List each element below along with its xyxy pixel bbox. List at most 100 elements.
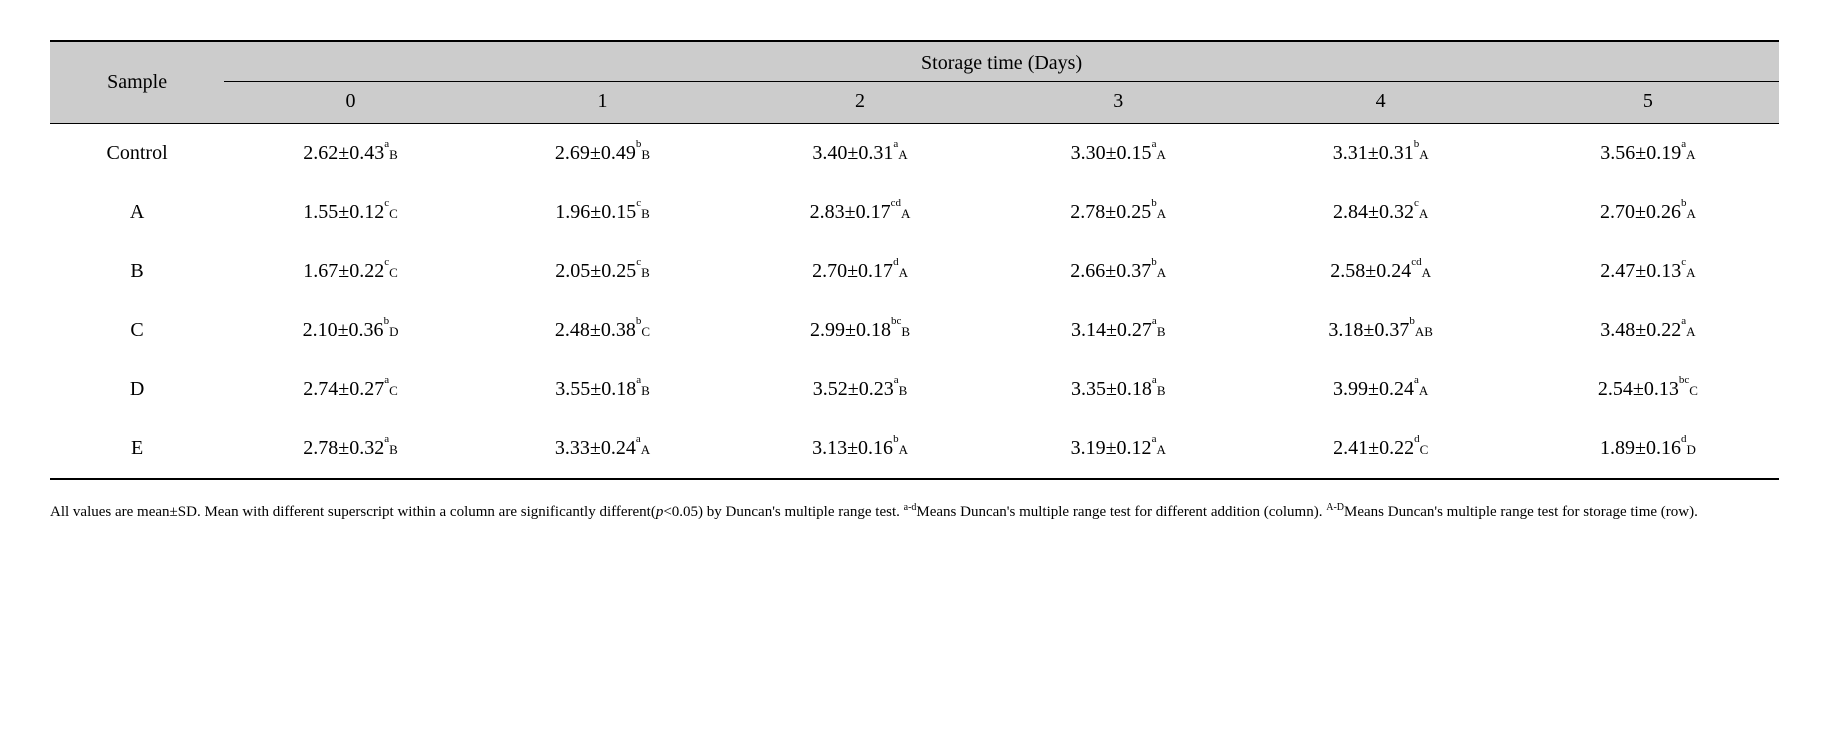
cell-row-superscript: B: [1157, 324, 1166, 339]
cell-row-superscript: A: [1157, 206, 1166, 221]
cell-column-superscript: a: [1152, 433, 1157, 445]
data-cell: 2.70±0.26bA: [1517, 183, 1779, 242]
cell-row-superscript: B: [899, 383, 908, 398]
cell-row-superscript: B: [641, 206, 650, 221]
cell-column-superscript: cd: [891, 197, 901, 209]
data-cell: 2.78±0.32aB: [224, 419, 477, 479]
data-cell: 3.13±0.16bA: [728, 419, 992, 479]
data-cell: 2.05±0.25cB: [477, 242, 728, 301]
data-cell: 2.99±0.18bcB: [728, 301, 992, 360]
sample-label: A: [50, 183, 224, 242]
cell-row-superscript: B: [389, 147, 398, 162]
cell-column-superscript: a: [1152, 374, 1157, 386]
storage-time-header: Storage time (Days): [224, 41, 1779, 82]
cell-row-superscript: A: [899, 442, 908, 457]
cell-row-superscript: B: [641, 147, 650, 162]
cell-row-superscript: AB: [1415, 324, 1433, 339]
cell-row-superscript: A: [898, 147, 907, 162]
cell-column-superscript: d: [1681, 433, 1687, 445]
cell-row-superscript: A: [1156, 442, 1165, 457]
cell-value: 3.18±0.37: [1328, 319, 1409, 341]
cell-column-superscript: a: [1681, 315, 1686, 327]
cell-column-superscript: cd: [1411, 256, 1421, 268]
data-cell: 3.52±0.23aB: [728, 360, 992, 419]
cell-value: 2.84±0.32: [1333, 201, 1414, 223]
cell-column-superscript: c: [1681, 256, 1686, 268]
sample-column-header: Sample: [50, 41, 224, 124]
sample-label: D: [50, 360, 224, 419]
cell-value: 2.47±0.13: [1600, 260, 1681, 282]
data-cell: 2.84±0.32cA: [1245, 183, 1517, 242]
data-cell: 3.56±0.19aA: [1517, 124, 1779, 184]
data-cell: 3.99±0.24aA: [1245, 360, 1517, 419]
cell-column-superscript: b: [1414, 138, 1420, 150]
cell-column-superscript: c: [636, 197, 641, 209]
days-header-row: 0 1 2 3 4 5: [50, 82, 1779, 124]
cell-row-superscript: C: [1689, 383, 1698, 398]
day-header: 3: [992, 82, 1245, 124]
day-header: 1: [477, 82, 728, 124]
data-cell: 1.55±0.12cC: [224, 183, 477, 242]
cell-column-superscript: bc: [1679, 374, 1689, 386]
cell-row-superscript: A: [1157, 265, 1166, 280]
data-cell: 1.96±0.15cB: [477, 183, 728, 242]
cell-row-superscript: C: [1420, 442, 1429, 457]
data-cell: 2.70±0.17dA: [728, 242, 992, 301]
footnote-text: Means Duncan's multiple range test for s…: [1344, 504, 1698, 520]
data-cell: 2.58±0.24cdA: [1245, 242, 1517, 301]
footnote-superscript: a-d: [904, 502, 917, 513]
data-cell: 2.10±0.36bD: [224, 301, 477, 360]
cell-row-superscript: B: [389, 442, 398, 457]
cell-row-superscript: A: [1686, 147, 1695, 162]
cell-value: 3.14±0.27: [1071, 319, 1152, 341]
day-header: 5: [1517, 82, 1779, 124]
cell-value: 2.54±0.13: [1598, 378, 1679, 400]
cell-column-superscript: bc: [891, 315, 901, 327]
data-cell: 2.54±0.13bcC: [1517, 360, 1779, 419]
cell-column-superscript: b: [636, 138, 642, 150]
cell-value: 2.99±0.18: [810, 319, 891, 341]
data-cell: 2.66±0.37bA: [992, 242, 1245, 301]
cell-column-superscript: a: [894, 374, 899, 386]
cell-value: 2.74±0.27: [303, 378, 384, 400]
cell-row-superscript: C: [641, 324, 650, 339]
cell-row-superscript: C: [389, 206, 398, 221]
footnote-superscript: A-D: [1326, 502, 1344, 513]
cell-value: 1.89±0.16: [1600, 437, 1681, 459]
cell-column-superscript: b: [1681, 197, 1687, 209]
cell-row-superscript: D: [389, 324, 398, 339]
cell-value: 3.40±0.31: [812, 142, 893, 164]
cell-value: 3.33±0.24: [555, 437, 636, 459]
data-cell: 3.31±0.31bA: [1245, 124, 1517, 184]
cell-value: 3.19±0.12: [1071, 437, 1152, 459]
data-cell: 3.18±0.37bAB: [1245, 301, 1517, 360]
data-cell: 2.83±0.17cdA: [728, 183, 992, 242]
cell-column-superscript: a: [384, 374, 389, 386]
table-row: D2.74±0.27aC3.55±0.18aB3.52±0.23aB3.35±0…: [50, 360, 1779, 419]
cell-value: 1.55±0.12: [303, 201, 384, 223]
data-cell: 2.48±0.38bC: [477, 301, 728, 360]
cell-value: 3.13±0.16: [812, 437, 893, 459]
cell-value: 2.70±0.17: [812, 260, 893, 282]
data-table: Sample Storage time (Days) 0 1 2 3 4 5 C…: [50, 40, 1779, 480]
data-cell: 2.69±0.49bB: [477, 124, 728, 184]
cell-value: 3.52±0.23: [813, 378, 894, 400]
cell-value: 2.10±0.36: [303, 319, 384, 341]
table-row: C2.10±0.36bD2.48±0.38bC2.99±0.18bcB3.14±…: [50, 301, 1779, 360]
day-header: 0: [224, 82, 477, 124]
day-header: 2: [728, 82, 992, 124]
cell-column-superscript: b: [1151, 256, 1157, 268]
cell-value: 2.70±0.26: [1600, 201, 1681, 223]
cell-column-superscript: b: [893, 433, 899, 445]
table-row: A1.55±0.12cC1.96±0.15cB2.83±0.17cdA2.78±…: [50, 183, 1779, 242]
data-cell: 2.41±0.22dC: [1245, 419, 1517, 479]
cell-value: 3.55±0.18: [555, 378, 636, 400]
cell-column-superscript: d: [1414, 433, 1420, 445]
footnote-text: All values are mean±SD. Mean with differ…: [50, 504, 656, 520]
cell-value: 1.67±0.22: [303, 260, 384, 282]
data-cell: 2.47±0.13cA: [1517, 242, 1779, 301]
cell-column-superscript: c: [384, 256, 389, 268]
cell-row-superscript: C: [389, 383, 398, 398]
cell-row-superscript: D: [1686, 442, 1695, 457]
cell-column-superscript: a: [384, 433, 389, 445]
